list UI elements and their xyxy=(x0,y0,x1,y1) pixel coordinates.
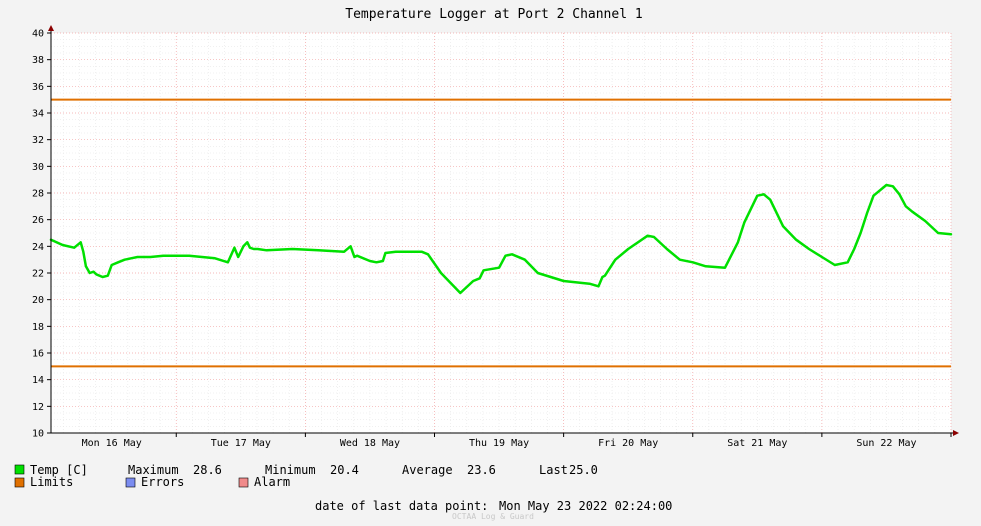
legend-alarm-label: Alarm xyxy=(254,475,290,489)
x-tick-label: Fri 20 May xyxy=(598,438,658,449)
legend-max-value: 28.6 xyxy=(193,463,222,477)
legend-max-label: Maximum xyxy=(128,463,179,477)
legend-min-label: Minimum xyxy=(265,463,316,477)
legend-min-value: 20.4 xyxy=(330,463,359,477)
y-tick-label: 14 xyxy=(32,375,44,386)
y-tick-label: 12 xyxy=(32,402,44,413)
x-tick-label: Sun 22 May xyxy=(856,438,916,449)
y-tick-label: 32 xyxy=(32,135,44,146)
legend-temp-swatch xyxy=(14,464,25,475)
y-tick-label: 40 xyxy=(32,29,44,40)
last-data-point-value: Mon May 23 2022 02:24:00 xyxy=(499,499,672,513)
y-tick-label: 10 xyxy=(32,429,44,440)
y-tick-label: 24 xyxy=(32,242,44,253)
y-tick-labels: 10 12 14 16 18 20 22 24 26 28 30 32 34 36 38 40 xyxy=(32,29,51,440)
x-tick-labels: Mon 16 May Tue 17 May Wed 18 May Thu 19 May… xyxy=(82,433,952,449)
temp-series-line xyxy=(49,183,953,295)
y-tick-label: 36 xyxy=(32,82,44,93)
y-tick-label: 22 xyxy=(32,269,44,280)
watermark: OCTAA Log & Guard xyxy=(452,512,534,521)
legend-errors-swatch xyxy=(125,477,136,488)
legend-temp-label: Temp [C] xyxy=(30,463,88,477)
chart-title: Temperature Logger at Port 2 Channel 1 xyxy=(345,7,642,22)
legend-last-value: 25.0 xyxy=(569,463,598,477)
y-tick-label: 20 xyxy=(32,295,44,306)
legend-errors-label: Errors xyxy=(141,475,184,489)
y-tick-label: 34 xyxy=(32,109,44,120)
legend-alarm-swatch xyxy=(238,477,249,488)
legend-avg-label: Average xyxy=(402,463,453,477)
last-data-point-label: date of last data point: xyxy=(315,499,488,513)
legend-limits-swatch xyxy=(14,477,25,488)
x-tick-label: Mon 16 May xyxy=(82,438,142,449)
y-tick-label: 30 xyxy=(32,162,44,173)
legend-last-label: Last xyxy=(539,463,568,477)
x-tick-label: Sat 21 May xyxy=(727,438,787,449)
legend-limits-label: Limits xyxy=(30,475,73,489)
axes xyxy=(48,25,959,436)
series-group xyxy=(49,183,953,295)
x-tick-label: Thu 19 May xyxy=(469,438,529,449)
y-tick-label: 18 xyxy=(32,322,44,333)
y-tick-label: 16 xyxy=(32,349,44,360)
y-tick-label: 38 xyxy=(32,55,44,66)
x-axis-arrow-icon xyxy=(953,430,959,436)
y-tick-label: 26 xyxy=(32,215,44,226)
limit-lines xyxy=(51,98,951,368)
legend-avg-value: 23.6 xyxy=(467,463,496,477)
x-tick-label: Tue 17 May xyxy=(211,438,271,449)
y-axis-arrow-icon xyxy=(48,25,54,31)
y-tick-label: 28 xyxy=(32,189,44,200)
x-tick-label: Wed 18 May xyxy=(340,438,400,449)
grid xyxy=(51,32,952,433)
